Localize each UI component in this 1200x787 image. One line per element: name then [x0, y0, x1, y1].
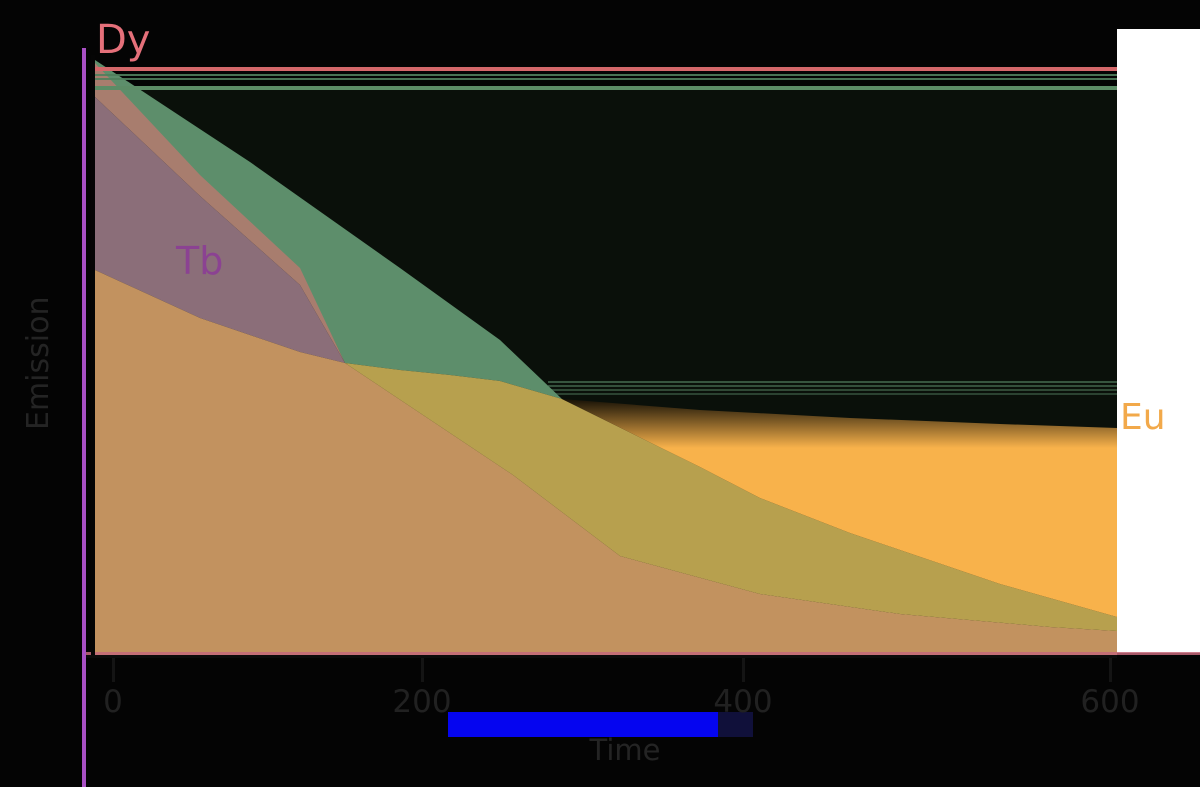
y-axis-spine-purple — [82, 48, 86, 787]
bright-orange-area — [562, 399, 1117, 617]
x-tick-label-400: 400 — [713, 684, 773, 720]
x-tick-mark-600 — [1109, 658, 1112, 682]
x-tick-mark-400 — [742, 658, 745, 682]
x-axis-spine — [85, 655, 1117, 658]
series-label-tb: Tb — [176, 239, 224, 283]
blue-highlight-bar — [448, 712, 718, 737]
flat-trace-line-6 — [548, 389, 1117, 391]
flat-trace-line-1 — [95, 74, 1117, 76]
y-axis-label: Emission — [21, 296, 56, 430]
flat-trace-line-5 — [548, 385, 1117, 387]
blue-highlight-bar-dim — [718, 712, 753, 737]
x-axis-label: Time — [589, 733, 661, 767]
series-label-dy: Dy — [96, 17, 151, 63]
flat-trace-line-7 — [548, 393, 1117, 395]
flat-trace-line-3 — [95, 86, 1117, 90]
series-label-eu: Eu — [1120, 397, 1166, 438]
x-tick-mark-0 — [112, 658, 115, 682]
baseline-pink-line — [85, 652, 1200, 655]
mauve-area — [95, 97, 345, 363]
white-side-panel — [1117, 29, 1200, 653]
tan-area — [95, 270, 1117, 655]
sage-green-area — [95, 60, 562, 399]
x-tick-label-600: 600 — [1080, 684, 1140, 720]
pink-band-area — [95, 63, 345, 363]
olive-area — [345, 363, 1117, 631]
x-tick-mark-200 — [421, 658, 424, 682]
flat-trace-line-0 — [95, 67, 1117, 71]
flat-trace-line-4 — [548, 381, 1117, 383]
y-axis-spine-inner — [91, 55, 95, 655]
x-tick-label-200: 200 — [392, 684, 452, 720]
x-tick-label-0: 0 — [103, 684, 123, 720]
flat-trace-line-2 — [95, 78, 1117, 80]
